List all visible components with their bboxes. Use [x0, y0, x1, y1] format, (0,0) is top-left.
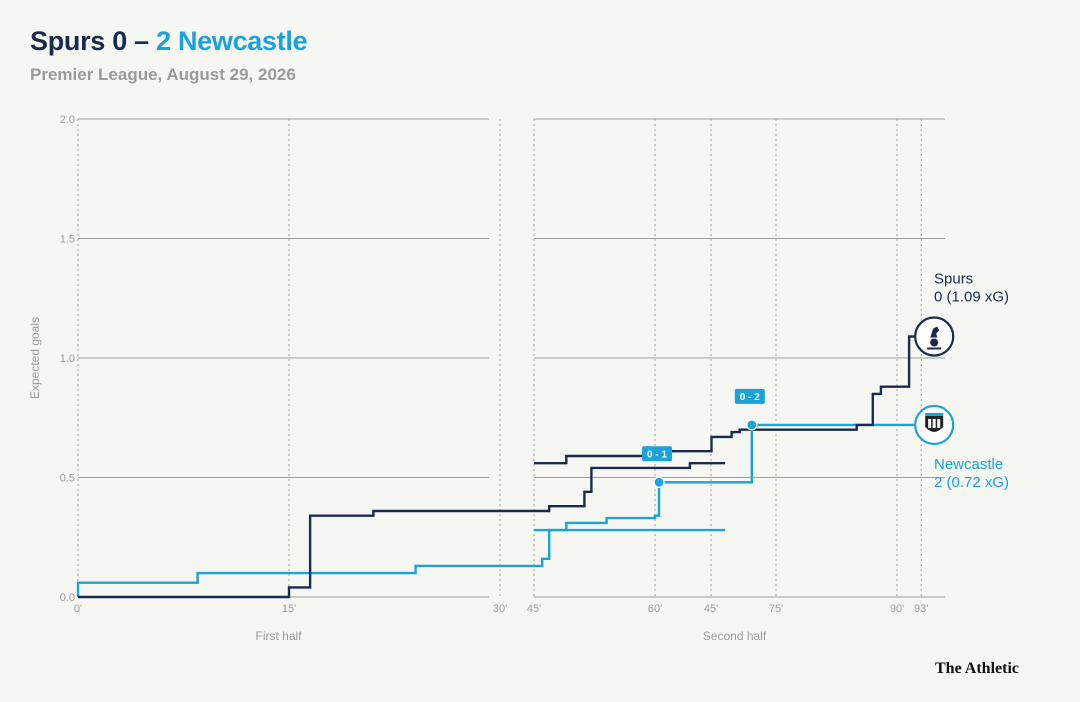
page-subtitle: Premier League, August 29, 2026: [30, 65, 296, 84]
y-tick-label: 1.5: [60, 234, 75, 246]
y-axis-label: Expected goals: [28, 317, 42, 399]
series-end-label-home: 0 (1.09 xG): [934, 288, 1009, 305]
series-line-away-second: [534, 423, 922, 532]
series-end-label-away: 2 (0.72 xG): [934, 474, 1009, 491]
series-line-home-second: [534, 335, 922, 465]
series-line-home-first: [78, 462, 726, 599]
x-tick-label: 30': [493, 603, 507, 615]
x-tick-label: 75': [769, 603, 783, 615]
score-tag: [734, 388, 765, 404]
goal-marker: [746, 419, 758, 431]
x-axis-label-first: First half: [255, 629, 302, 643]
score-tag: [642, 446, 673, 462]
title-away-part: 2 Newcastle: [156, 26, 308, 56]
brand-logo: The Athletic: [935, 660, 1019, 677]
y-tick-label: 1.0: [60, 353, 75, 365]
series-line-away-first: [76, 528, 726, 597]
x-tick-label: 90': [890, 603, 904, 615]
goal-marker: [653, 476, 665, 488]
score-tag-label: 0 - 1: [647, 449, 667, 460]
page-title: Spurs 0 – 2 Newcastle: [30, 26, 308, 57]
spurs-crest-icon: [914, 316, 955, 357]
y-tick-label: 0.5: [60, 473, 75, 485]
y-tick-label: 2.0: [60, 114, 75, 126]
score-tag-label: 0 - 2: [740, 392, 760, 403]
newcastle-crest-icon: [914, 404, 955, 446]
title-home-part: Spurs 0 –: [30, 26, 157, 56]
x-tick-label: 0': [74, 603, 82, 615]
x-tick-label: 60': [648, 603, 662, 615]
y-tick-label: 0.0: [60, 592, 75, 604]
x-tick-label: 93': [914, 603, 928, 615]
x-tick-label: 45': [527, 603, 541, 615]
series-end-label-away: Newcastle: [934, 456, 1003, 473]
series-end-label-home: Spurs: [934, 270, 973, 287]
x-tick-label: 45': [704, 603, 718, 615]
x-axis-label-second: Second half: [703, 629, 767, 643]
x-tick-label: 15': [282, 603, 296, 615]
